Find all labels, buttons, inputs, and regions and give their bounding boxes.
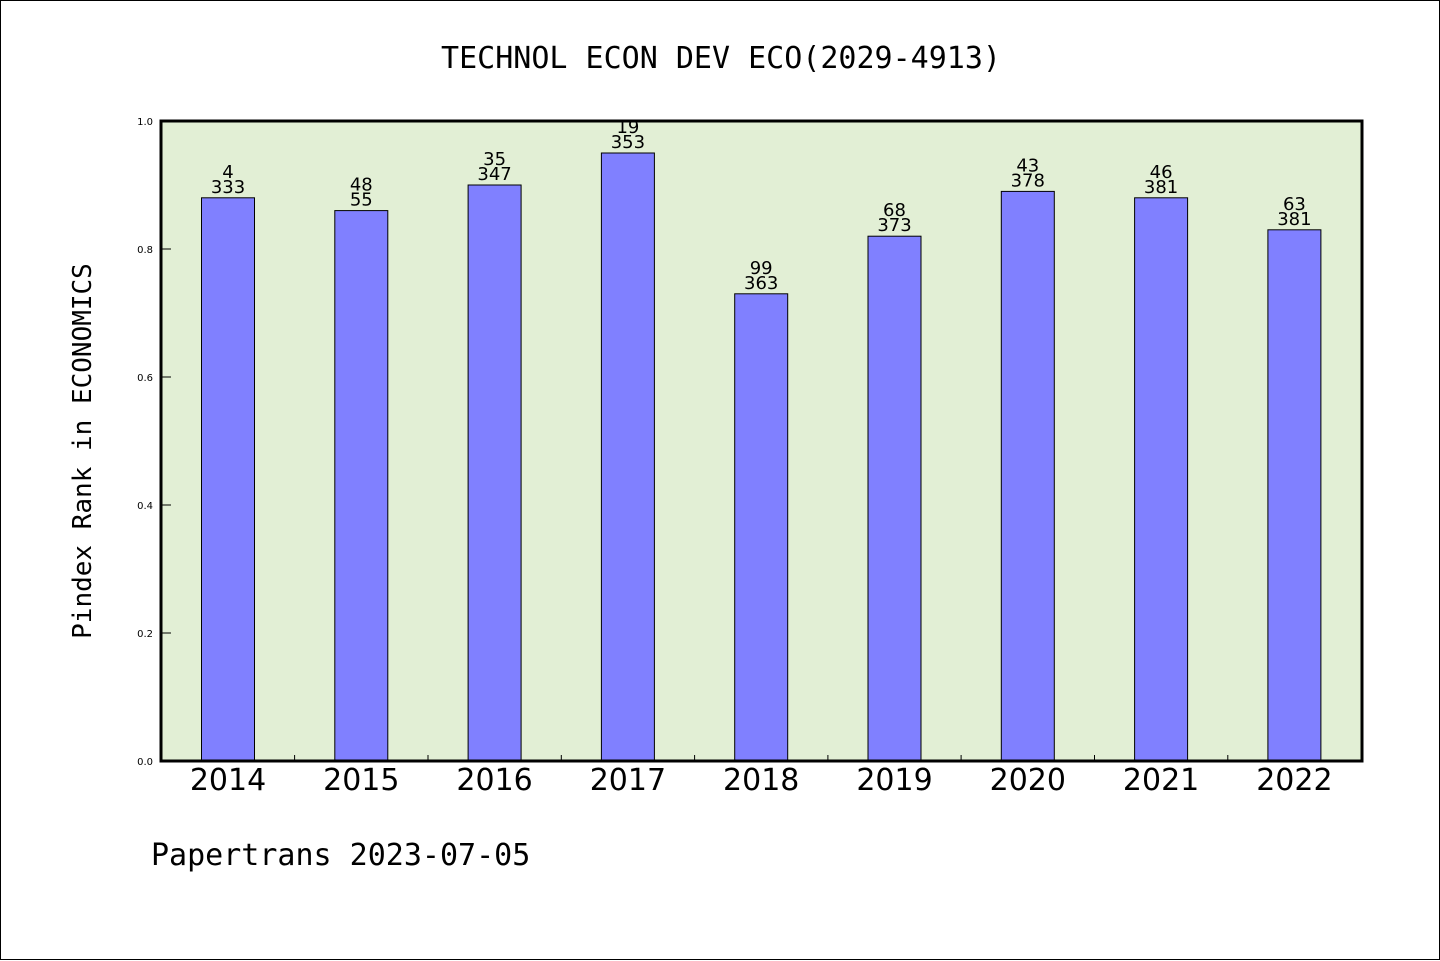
y-tick-label: 0.4 <box>137 501 153 512</box>
bar-2017 <box>600 152 655 762</box>
bar-label-bottom: 378 <box>1011 170 1045 191</box>
x-tick-label: 2021 <box>1123 763 1199 798</box>
bar-2019 <box>867 235 922 762</box>
x-tick-label: 2017 <box>590 763 666 798</box>
chart-title: TECHNOL ECON DEV ECO(2029-4913) <box>441 41 1001 76</box>
bar-label-top: 68 <box>883 200 906 221</box>
bar-label-bottom: 373 <box>877 215 911 236</box>
bar-label-bottom: 381 <box>1277 209 1311 230</box>
bar-label-bottom: 347 <box>477 164 511 185</box>
ticks-group: 2014 2015 2016 2017 2018 2019 2020 2021 2022 0.0 0… <box>137 117 1332 798</box>
bar-2015 <box>334 210 389 762</box>
bar-label-top: 43 <box>1016 155 1039 176</box>
bar-2018 <box>734 293 789 762</box>
x-tick-label: 2022 <box>1256 763 1332 798</box>
bar-2016 <box>467 184 522 762</box>
x-tick-label: 2020 <box>990 763 1066 798</box>
bar-label-top: 35 <box>483 149 506 170</box>
y-tick-label: 0.6 <box>137 373 153 384</box>
footer-text: Papertrans 2023-07-05 <box>151 838 530 873</box>
y-tick-label: 0.8 <box>137 245 153 256</box>
bar-label-top: 63 <box>1283 194 1306 215</box>
y-tick-label: 1.0 <box>137 117 153 128</box>
bar-2022 <box>1267 229 1322 762</box>
y-tick-label: 0.2 <box>137 629 153 640</box>
x-tick-label: 2014 <box>190 763 266 798</box>
bar-2021 <box>1134 197 1189 762</box>
x-tick-label: 2016 <box>456 763 532 798</box>
y-axis-label: Pindex Rank in ECONOMICS <box>68 263 98 639</box>
y-tick-label: 0.0 <box>137 757 153 768</box>
bar-2014 <box>201 197 255 762</box>
bar-label-top: 48 <box>350 175 373 196</box>
x-tick-label: 2018 <box>723 763 799 798</box>
bar-2020 <box>1000 190 1055 762</box>
plot-border <box>159 119 1364 763</box>
x-tick-label: 2019 <box>856 763 932 798</box>
bar-label-top: 46 <box>1150 162 1173 183</box>
bar-label-bottom: 363 <box>744 273 778 294</box>
bar-label-bottom: 333 <box>211 177 245 198</box>
bar-label-top: 99 <box>750 258 773 279</box>
bar-label-bottom: 381 <box>1144 177 1178 198</box>
x-tick-label: 2015 <box>323 763 399 798</box>
bar-label-top: 4 <box>222 162 233 183</box>
bar-label-bottom: 55 <box>350 190 373 211</box>
bar-label-bottom: 353 <box>611 132 645 153</box>
